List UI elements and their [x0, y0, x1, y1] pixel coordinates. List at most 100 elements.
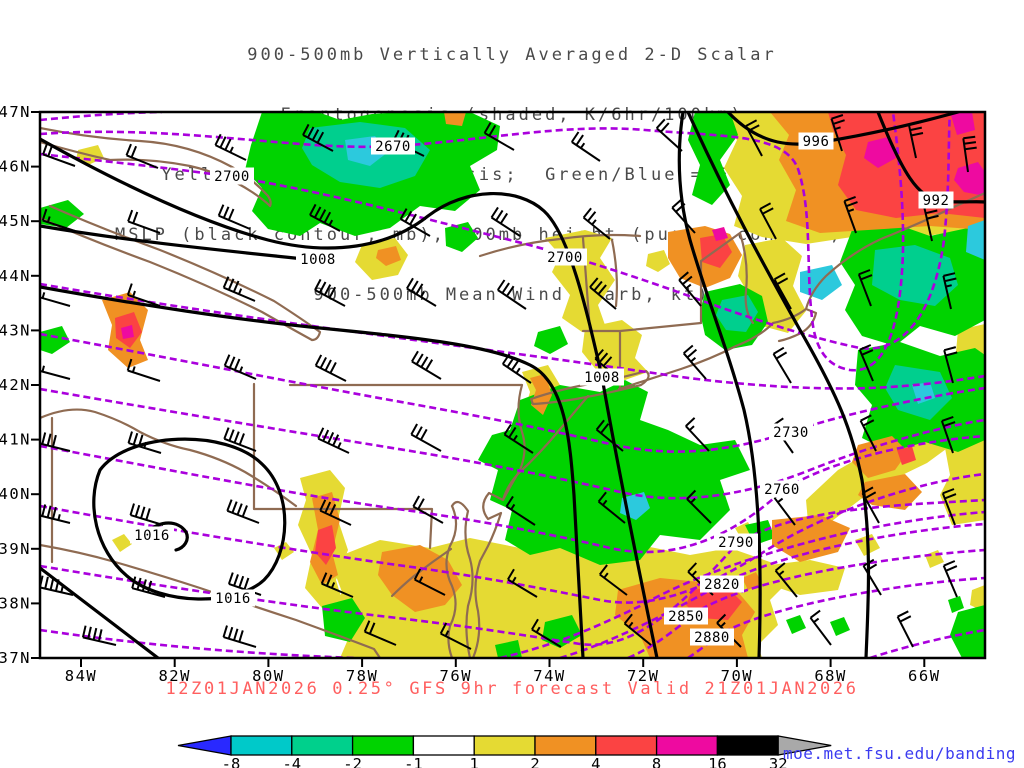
colorbar-tick-32: 32 — [769, 755, 788, 768]
wind-barb — [127, 209, 161, 234]
wind-barb — [127, 431, 162, 454]
shading-region-green — [948, 596, 964, 613]
wind-barb — [686, 489, 712, 524]
wind-barb — [129, 503, 164, 526]
lon-label-70W: 70W — [721, 667, 754, 685]
forecast-valid-text: 12Z01JAN2026 0.25° GFS 9hr forecast Vali… — [165, 679, 859, 699]
lon-label-68W: 68W — [814, 667, 847, 685]
colorbar-segment — [595, 735, 658, 756]
shading-region-orange — [772, 515, 850, 562]
contour-label-box — [211, 589, 255, 607]
wind-barb — [483, 122, 515, 151]
lon-label-66W: 66W — [908, 667, 941, 685]
coastline-border-line — [390, 547, 453, 598]
wind-barb — [859, 414, 877, 452]
shading-region-magenta — [712, 227, 728, 241]
contour-label-2700: 2700 — [214, 169, 250, 185]
wind-barb — [503, 423, 534, 454]
shading-region-yellow — [940, 440, 985, 525]
shading-region-red — [897, 446, 916, 465]
contour-label-1016: 1016 — [215, 591, 251, 607]
lat-label-46N: 46N — [0, 158, 31, 176]
height-contour — [40, 282, 985, 390]
coastline-border-line — [40, 140, 272, 208]
colorbar-tick-8: 8 — [652, 755, 661, 768]
contour-label-box — [690, 628, 734, 646]
contour-label-box — [700, 575, 744, 593]
wind-barb — [942, 560, 958, 598]
wind-barb — [317, 427, 350, 454]
coastline-border-line — [471, 394, 590, 658]
wind-barb — [226, 499, 260, 524]
lat-label-39N: 39N — [0, 540, 31, 558]
wind-barb — [943, 346, 958, 384]
lat-label-45N: 45N — [0, 212, 31, 230]
coastline-border-line — [48, 204, 322, 342]
colorbar-segment — [291, 735, 354, 756]
contour-label-box — [769, 423, 813, 441]
wind-barb — [222, 625, 257, 648]
mslp-contour-1016 — [92, 437, 287, 601]
colorbar-tick--4: -4 — [282, 755, 301, 768]
wind-barb — [773, 272, 792, 310]
wind-barb — [830, 114, 845, 152]
credit-link[interactable]: moe.met.fsu.edu/banding — [782, 744, 1016, 763]
height-contour-2880 — [687, 576, 985, 658]
shading-region-green — [830, 617, 850, 636]
lat-label-40N: 40N — [0, 485, 31, 503]
wind-barb — [772, 346, 792, 384]
wind-barb — [411, 350, 442, 380]
shading-region-yellow — [414, 614, 434, 632]
wind-barbs-layer — [40, 114, 977, 650]
shading-region-green — [950, 605, 985, 658]
wind-barb — [599, 564, 628, 596]
contour-label-1016: 1016 — [134, 528, 170, 544]
wind-barb — [217, 204, 251, 230]
wind-barb — [40, 358, 71, 380]
wind-barb — [595, 419, 624, 452]
wind-barb — [412, 495, 444, 524]
shading-region-red — [315, 525, 336, 565]
wind-barb — [685, 417, 710, 452]
wind-barb — [223, 427, 257, 452]
contour-label-2700: 2700 — [547, 250, 583, 266]
wind-barb — [319, 499, 352, 526]
colorbar-tick--2: -2 — [343, 755, 362, 768]
lon-label-84W: 84W — [65, 667, 98, 685]
shading-region-magenta — [121, 325, 134, 339]
colorbar-tick-2: 2 — [530, 755, 539, 768]
wind-barb — [131, 576, 166, 598]
wind-barb — [227, 572, 262, 596]
colorbar-segment — [351, 735, 415, 756]
contour-label-box — [371, 137, 415, 155]
wind-barb — [857, 269, 873, 307]
contour-label-box — [798, 132, 834, 150]
wind-barb — [223, 354, 257, 380]
wind-barb — [410, 423, 442, 452]
coastline-border-line — [40, 126, 272, 208]
shading-region-orange — [444, 112, 466, 126]
lon-label-80W: 80W — [252, 667, 285, 685]
coastline-border-line — [252, 382, 524, 550]
shading-region-magenta — [864, 137, 896, 168]
colorbar-left-arrow — [177, 735, 232, 756]
wind-barb — [302, 123, 334, 152]
contour-label-box — [130, 526, 174, 544]
contour-label-box — [714, 533, 758, 551]
shading-region-green — [534, 326, 568, 354]
colorbar-segment — [473, 735, 536, 756]
lat-label-38N: 38N — [0, 594, 31, 612]
colorbar-segment — [534, 735, 597, 756]
wind-barb — [745, 119, 763, 157]
contour-label-2790: 2790 — [718, 535, 754, 551]
contour-label-2730: 2730 — [773, 425, 809, 441]
wind-barb — [759, 202, 777, 240]
wind-barb — [623, 613, 652, 646]
colorbar-tick--8: -8 — [222, 755, 241, 768]
contour-label-992: 992 — [923, 193, 950, 209]
shading-region-cyan — [966, 220, 985, 260]
coastline-border-line — [478, 233, 642, 258]
wind-barb — [907, 121, 924, 159]
shading-region-green — [322, 598, 365, 642]
